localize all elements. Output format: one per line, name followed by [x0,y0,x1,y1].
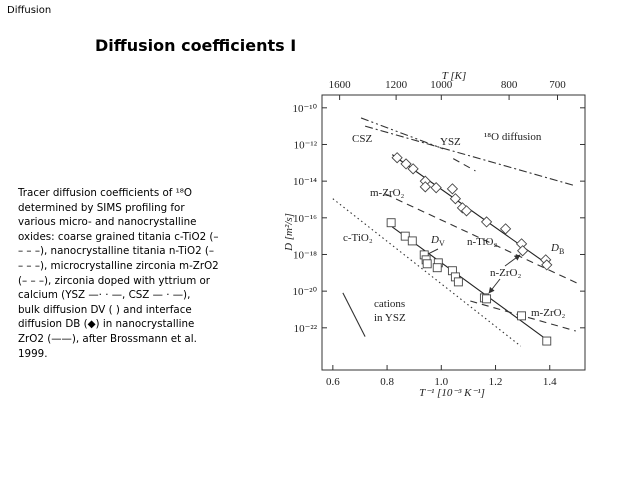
y-tick-label: 10⁻¹⁸ [293,249,317,261]
diamond-marker [541,259,553,271]
x-tick-label: 0.6 [326,376,340,388]
caption-line: diffusion DB (◆) in nanocrystalline [18,318,195,331]
annotation-text: m-ZrO₂ [370,187,405,199]
diamond-marker [400,158,412,170]
annotation-text: n-ZrO₂ [490,267,521,279]
y-tick-label: 10⁻¹⁰ [292,103,317,115]
slide-title: Diffusion coefficients I [95,36,297,55]
square-marker [407,236,417,246]
square-marker [482,294,492,304]
diamond-marker [460,205,473,217]
diamond-marker [419,181,431,193]
y-axis-label: D [m²/s] [283,213,295,252]
x-tick-label: 1.0 [434,376,448,388]
annotation: n-ZrO₂ [490,267,521,279]
diamond-marker [430,182,442,194]
y-tick-label: 10⁻¹⁴ [293,176,317,188]
fit-line [342,292,366,337]
fit-line [364,125,576,187]
annotation: m-ZrO₂ [370,187,405,199]
x-axis-label: T⁻¹ [10⁻³ K⁻¹] [419,387,485,399]
fit-line [332,198,522,347]
annotation-subscript: V [439,239,445,248]
annotation-text: CSZ [352,133,372,145]
annotation-text: D [550,242,559,254]
annotation: in YSZ [374,312,406,324]
x2-tick-label: 700 [549,79,566,91]
x2-tick-label: 1600 [329,79,352,91]
diamond-marker [407,163,419,175]
y-tick-label: 10⁻¹² [294,139,318,151]
y-tick-label: 10⁻²⁰ [292,286,317,298]
caption-line: – – –), microcrystalline zirconia m-ZrO2 [18,259,219,272]
fit-line [360,117,444,150]
caption-line: bulk diffusion DV ( ) and interface [18,303,192,316]
x-tick-label: 1.2 [489,376,503,388]
caption-line: determined by SIMS profiling for [18,201,185,214]
annotation: c-TiO₂ [343,232,373,244]
caption-line: ZrO2 (——), after Brossmann et al. [18,332,197,345]
arrow [488,278,501,294]
annotation: cations [374,298,405,310]
fit-line [391,226,549,342]
diamond-marker [499,223,512,235]
x-tick-label: 1.4 [543,376,557,388]
caption-line: Tracer diffusion coefficients of ¹⁸O [18,187,193,199]
annotation: m-ZrO₂ [531,307,566,319]
caption: Tracer diffusion coefficients of ¹⁸O dete… [18,186,219,361]
diamond-marker [449,193,462,205]
square-marker [386,218,396,228]
diamond-marker [391,152,403,164]
square-marker [422,259,432,269]
arrow [504,254,521,267]
square-marker [542,336,552,346]
annotation-text: n-TiO₂ [467,236,497,248]
x2-tick-label: 1200 [385,79,408,91]
annotation: CSZ [352,133,372,145]
annotation: DB [550,242,564,256]
caption-line: (– – –), zirconia doped with yttrium or [18,274,211,287]
annotation: DV [430,234,445,248]
annotation-text: ¹⁸O diffusion [484,131,542,143]
square-marker [517,311,527,321]
caption-line: calcium (YSZ —· · —, CSZ — · —), [18,289,191,302]
fit-line [452,158,476,172]
caption-line: – – –), nanocrystalline titania n-TiO2 (… [18,245,215,258]
x2-axis-label: T [K] [442,70,467,82]
annotation: n-TiO₂ [467,236,497,248]
caption-line: oxides: coarse grained titania c-TiO2 (– [18,230,219,243]
annotation: YSZ [440,136,461,148]
caption-line: 1999. [18,347,48,360]
annotation: ¹⁸O diffusion [484,131,542,143]
square-marker [400,231,410,241]
plot-frame [321,94,586,371]
diamond-marker [446,183,459,195]
annotation-text: cations [374,298,405,310]
annotation-text: YSZ [440,136,461,148]
annotation-text: m-ZrO₂ [531,307,566,319]
x2-tick-label: 800 [501,79,518,91]
header-label: Diffusion [7,5,52,16]
annotation-text: c-TiO₂ [343,232,373,244]
diamond-marker [517,245,529,257]
annotation-text: in YSZ [374,312,406,324]
y-tick-label: 10⁻¹⁶ [293,213,317,225]
x-tick-label: 0.8 [380,376,394,388]
x2-tick-label: 1000 [430,79,453,91]
diamond-marker [480,216,493,228]
annotation-text: D [430,234,439,246]
y-tick-label: 10⁻²² [294,323,318,335]
caption-line: various micro- and nanocrystalline [18,216,197,229]
annotation-subscript: B [559,247,564,256]
square-marker [453,277,463,287]
square-marker [432,263,442,273]
